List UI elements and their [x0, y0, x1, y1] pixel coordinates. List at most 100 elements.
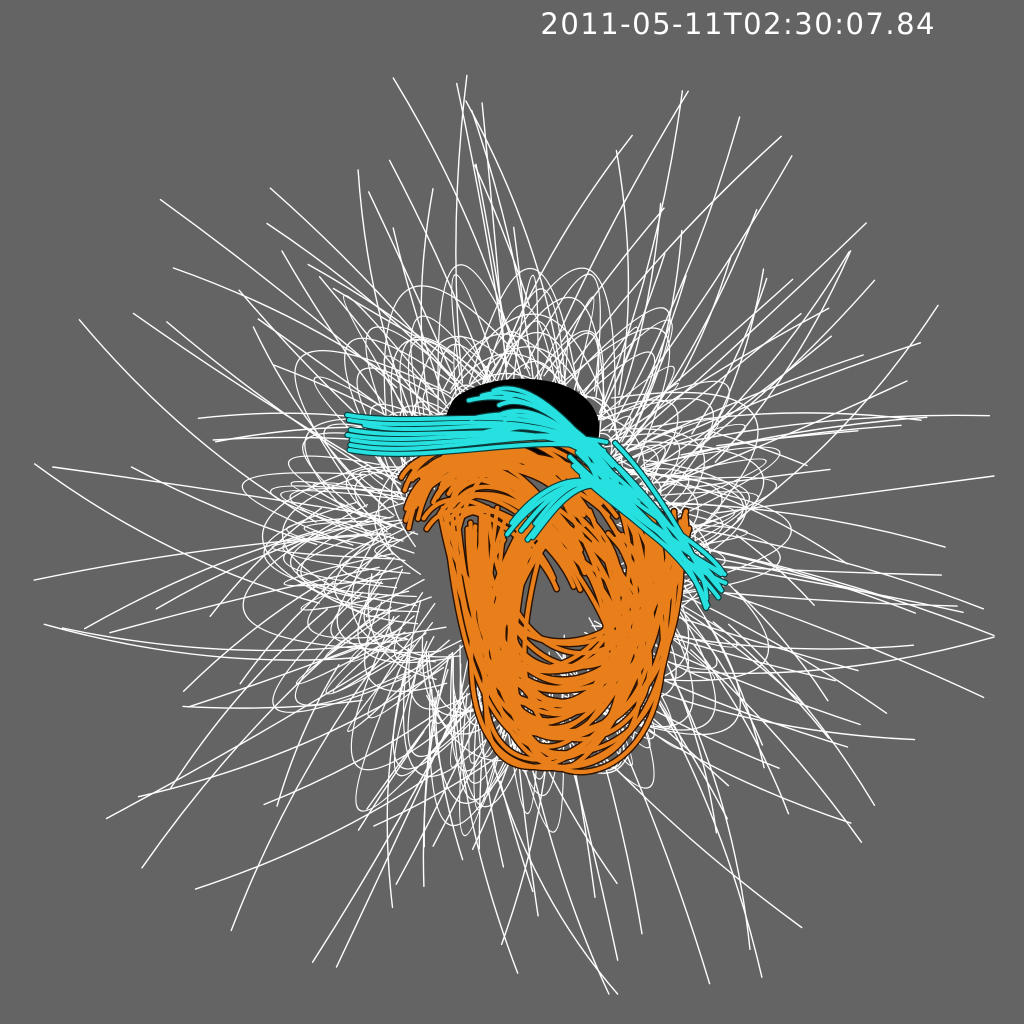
- open-field-line: [704, 617, 765, 769]
- open-field-line: [456, 82, 508, 368]
- open-field-line: [708, 590, 958, 607]
- closed-field-loop: [393, 591, 462, 662]
- open-field-line: [230, 639, 395, 932]
- closed-field-loop: [392, 657, 488, 770]
- open-field-line: [691, 277, 768, 435]
- open-field-line: [130, 466, 318, 546]
- closed-field-loop: [410, 315, 521, 472]
- open-field-line: [281, 250, 385, 404]
- closed-field-loop: [639, 476, 778, 544]
- closed-field-loop: [241, 472, 367, 546]
- open-field-line: [632, 342, 922, 458]
- closed-field-loop: [281, 474, 364, 600]
- open-field-line: [182, 584, 318, 692]
- closed-field-loop: [367, 602, 472, 719]
- open-field-line: [386, 676, 406, 908]
- open-field-line: [693, 644, 790, 815]
- flux-rope-line: [512, 508, 624, 760]
- open-field-line: [595, 695, 852, 824]
- closed-field-loop: [339, 537, 384, 585]
- closed-field-loop: [349, 615, 411, 663]
- erupting-field-lines: [344, 385, 729, 612]
- closed-field-loop: [342, 294, 435, 414]
- flux-rope-line: [440, 463, 575, 546]
- closed-field-loop: [336, 536, 442, 654]
- open-field-line: [670, 673, 751, 950]
- closed-field-loop: [549, 296, 595, 397]
- erupting-field-line: [575, 450, 721, 600]
- erupting-field-line: [514, 479, 634, 523]
- open-field-line: [561, 207, 665, 343]
- open-field-line: [556, 90, 689, 340]
- closed-field-loop: [271, 533, 392, 560]
- closed-field-loop: [451, 274, 497, 376]
- open-field-line: [155, 539, 303, 610]
- closed-field-loop: [486, 288, 569, 429]
- closed-field-loop: [323, 529, 420, 613]
- flux-rope-line: [450, 516, 622, 749]
- closed-field-loop: [617, 423, 746, 507]
- closed-field-loop: [288, 455, 380, 518]
- open-field-line: [471, 109, 537, 402]
- open-field-line: [332, 287, 417, 338]
- closed-field-loop: [351, 527, 437, 663]
- closed-field-loop: [383, 355, 450, 436]
- closed-field-loop: [357, 556, 452, 664]
- open-field-line: [623, 222, 867, 447]
- closed-field-loop: [419, 635, 454, 674]
- open-field-line: [668, 587, 888, 714]
- closed-field-loop: [296, 519, 417, 598]
- closed-field-loop: [407, 338, 503, 455]
- open-field-line: [269, 187, 451, 376]
- open-field-line: [257, 318, 385, 410]
- closed-field-loop: [458, 692, 513, 837]
- closed-field-loop: [363, 581, 408, 640]
- closed-field-loop: [350, 616, 487, 771]
- open-field-line: [276, 664, 340, 807]
- open-field-line: [366, 719, 433, 810]
- closed-field-loop: [541, 327, 671, 475]
- closed-field-loop: [263, 501, 361, 599]
- closed-field-loop: [570, 365, 675, 479]
- closed-field-loop: [365, 326, 482, 463]
- open-field-line: [618, 202, 662, 406]
- closed-field-loop: [388, 568, 461, 658]
- open-field-line: [137, 666, 445, 798]
- open-field-line: [678, 254, 733, 382]
- open-field-line: [685, 611, 809, 709]
- open-field-line: [357, 169, 423, 440]
- open-field-line: [664, 634, 836, 682]
- closed-field-loop: [295, 609, 406, 685]
- flux-rope-line: [437, 493, 572, 577]
- open-field-line: [212, 436, 351, 441]
- open-field-line: [659, 648, 718, 834]
- closed-field-loop: [600, 399, 679, 481]
- open-field-line: [187, 641, 370, 708]
- closed-field-loop: [579, 382, 679, 480]
- closed-field-loop: [602, 380, 730, 498]
- closed-field-loop: [492, 296, 606, 413]
- closed-field-loop: [396, 621, 450, 679]
- open-field-line: [524, 737, 610, 995]
- open-field-line: [311, 695, 466, 963]
- closed-field-loop: [481, 267, 616, 432]
- flux-rope-line: [444, 492, 580, 575]
- flux-rope-line: [472, 537, 666, 774]
- flux-rope-line: [469, 509, 678, 770]
- closed-field-loop: [631, 584, 738, 648]
- open-field-line: [680, 424, 902, 456]
- open-field-line: [673, 414, 991, 446]
- open-field-line: [373, 753, 502, 827]
- open-field-line: [105, 663, 377, 820]
- closed-field-loop: [502, 330, 605, 464]
- closed-field-loop: [580, 351, 656, 437]
- open-field-line: [608, 116, 741, 433]
- closed-field-loop: [641, 440, 765, 569]
- closed-field-loop: [303, 520, 373, 546]
- open-field-line: [475, 163, 505, 326]
- closed-field-loop: [270, 485, 375, 534]
- closed-field-loop: [402, 647, 521, 778]
- closed-field-loop: [280, 489, 412, 542]
